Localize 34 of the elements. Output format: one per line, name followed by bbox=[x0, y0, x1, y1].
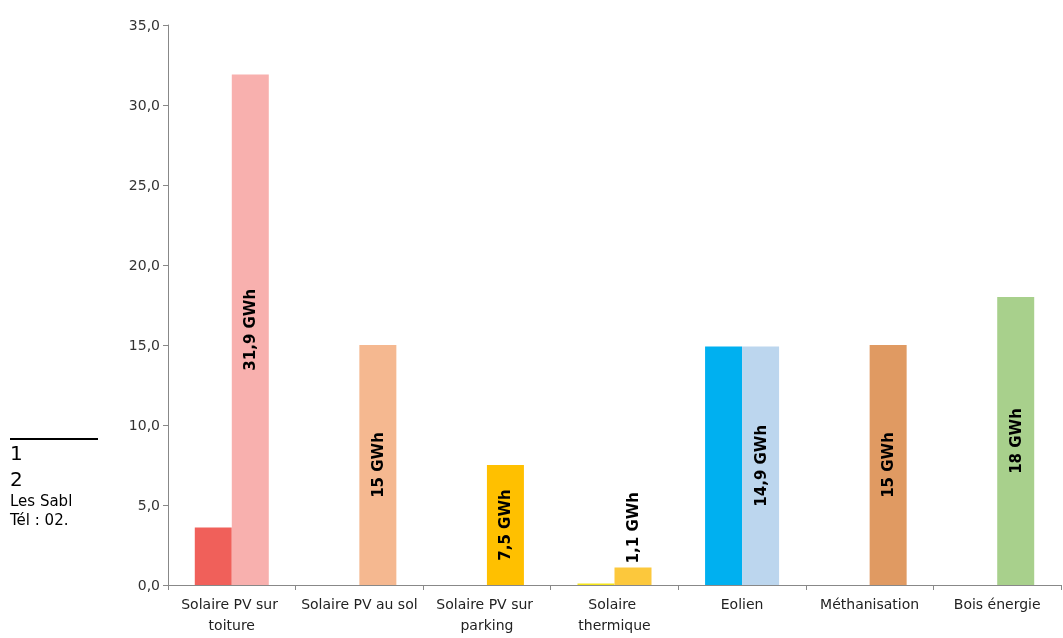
data-label: 15 GWh bbox=[879, 432, 898, 498]
data-label: 14,9 GWh bbox=[751, 424, 770, 507]
bar bbox=[869, 345, 907, 585]
x-tick-label: Solaire PV sur toiture bbox=[181, 595, 283, 633]
text: Tél : 02. bbox=[10, 511, 70, 530]
bar bbox=[614, 567, 652, 585]
x-tick-label: Solaire PV sur parking bbox=[436, 595, 538, 633]
text: 2 bbox=[10, 466, 24, 492]
bar bbox=[359, 345, 397, 585]
data-label: 7,5 GWh bbox=[496, 489, 515, 561]
data-label: 15 GWh bbox=[368, 432, 387, 498]
text: Les Sabl bbox=[10, 492, 74, 511]
bar bbox=[705, 346, 743, 585]
y-tick-label: 30,0 bbox=[128, 97, 160, 113]
bar bbox=[194, 527, 232, 585]
y-tick-label: 0,0 bbox=[137, 577, 160, 593]
y-tick-label: 5,0 bbox=[137, 497, 160, 513]
data-label: 1,1 GWh bbox=[624, 492, 642, 564]
y-tick-label: 20,0 bbox=[128, 257, 160, 273]
x-tick-label: Bois énergie bbox=[953, 595, 1041, 612]
y-tick-label: 10,0 bbox=[128, 417, 160, 433]
x-tick-label: Méthanisation bbox=[820, 595, 920, 612]
data-label: 31,9 GWh bbox=[241, 288, 260, 371]
y-tick-label: 15,0 bbox=[128, 337, 160, 353]
x-tick-label: Solaire thermique bbox=[578, 595, 651, 633]
bar bbox=[231, 74, 269, 585]
bar bbox=[997, 297, 1035, 585]
x-tick-label: Solaire PV au sol bbox=[301, 595, 418, 612]
data-label: 18 GWh bbox=[1006, 408, 1025, 474]
y-tick-label: 35,0 bbox=[128, 17, 160, 33]
y-tick-label: 25,0 bbox=[128, 177, 160, 193]
text: 1 bbox=[10, 440, 24, 466]
bar bbox=[742, 346, 780, 585]
x-tick-label: Eolien bbox=[720, 595, 764, 612]
